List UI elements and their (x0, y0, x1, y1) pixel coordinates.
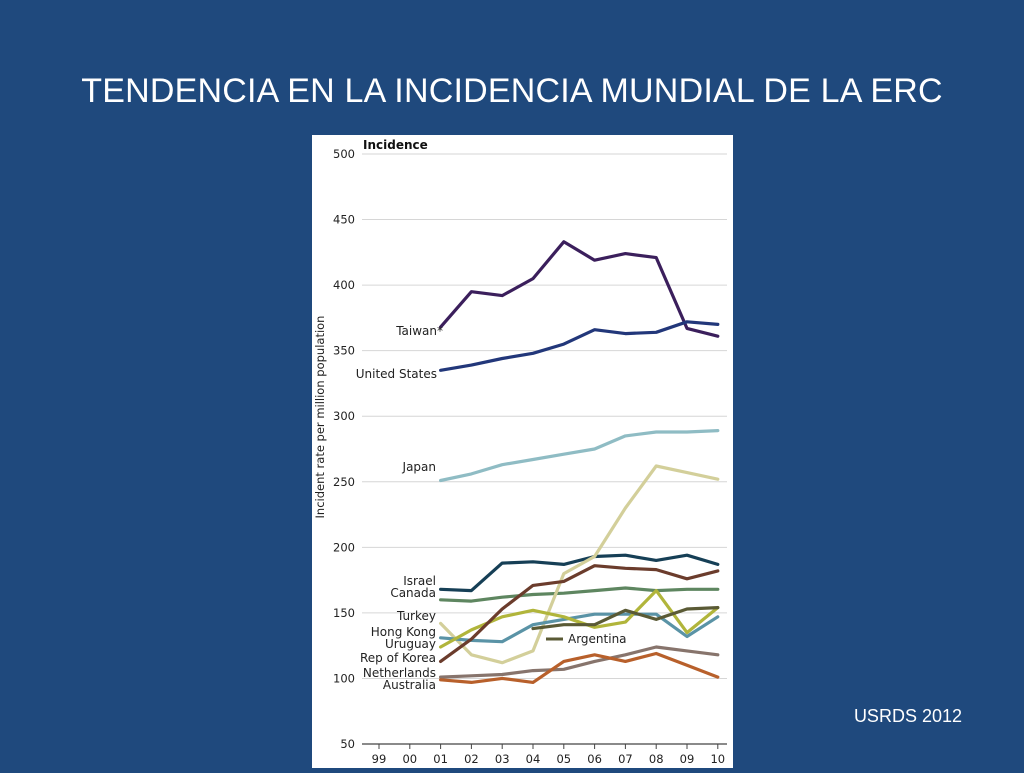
series-line-japan (439, 429, 720, 483)
series-line-argentina (531, 606, 720, 631)
series-label-turkey: Turkey (396, 609, 436, 623)
series-lines (439, 240, 720, 684)
slide-title: TENDENCIA EN LA INCIDENCIA MUNDIAL DE LA… (81, 72, 943, 110)
series-label-taiwan: Taiwan* (395, 324, 443, 338)
y-tick-label: 150 (333, 606, 355, 620)
series-line-united-states (439, 320, 720, 372)
y-tick-label: 100 (333, 671, 355, 685)
series-label-rep-of-korea: Rep of Korea (360, 651, 436, 665)
incidence-line-chart: 50 100 150 200 250 300 350 400 450 500 99 00 01 02 03… (313, 138, 727, 766)
chart-title: Incidence (363, 138, 428, 152)
x-tick-labels: 99 00 01 02 03 04 05 06 07 08 09 10 (372, 752, 725, 766)
y-tick-label: 350 (333, 344, 355, 358)
x-tick-label: 07 (618, 752, 633, 766)
series-line-turkey (439, 464, 720, 665)
y-tick-label: 450 (333, 213, 355, 227)
series-line-hong-kong (439, 612, 720, 644)
x-tick-label: 10 (710, 752, 725, 766)
x-tick-label: 02 (464, 752, 479, 766)
chart-panel: 50 100 150 200 250 300 350 400 450 500 99 00 01 02 03… (312, 135, 733, 768)
legend-label-argentina: Argentina (568, 632, 627, 646)
y-axis-label: Incident rate per million population (313, 316, 327, 519)
gridlines (362, 153, 727, 749)
series-label-hong-kong: Hong Kong (371, 625, 436, 639)
series-line-australia (439, 651, 720, 684)
series-label-israel: Israel (403, 574, 436, 588)
series-label-uruguay: Uruguay (385, 637, 436, 651)
y-tick-labels: 50 100 150 200 250 300 350 400 450 500 (333, 147, 355, 751)
x-tick-label: 06 (587, 752, 602, 766)
series-line-israel (439, 553, 720, 593)
series-label-united-states: United States (356, 367, 437, 381)
series-line-taiwan (439, 240, 720, 338)
x-tick-label: 05 (556, 752, 571, 766)
series-label-japan: Japan (402, 460, 436, 474)
x-tick-label: 00 (402, 752, 417, 766)
x-tick-label: 01 (433, 752, 448, 766)
y-tick-label: 250 (333, 475, 355, 489)
series-label-australia: Australia (383, 678, 436, 692)
series-label-netherlands: Netherlands (363, 666, 436, 680)
series-line-netherlands (439, 645, 720, 679)
x-tick-label: 09 (680, 752, 695, 766)
x-tick-label: 03 (495, 752, 510, 766)
y-tick-label: 200 (333, 540, 355, 554)
series-label-canada: Canada (390, 586, 436, 600)
y-tick-label: 400 (333, 278, 355, 292)
source-note: USRDS 2012 (853, 706, 962, 726)
x-tick-label: 99 (372, 752, 387, 766)
series-line-canada (439, 586, 720, 603)
y-tick-label: 500 (333, 147, 355, 161)
x-tick-label: 08 (649, 752, 664, 766)
y-tick-label: 50 (340, 737, 355, 751)
x-tick-label: 04 (526, 752, 541, 766)
series-line-rep-of-korea (439, 564, 720, 663)
y-tick-label: 300 (333, 409, 355, 423)
